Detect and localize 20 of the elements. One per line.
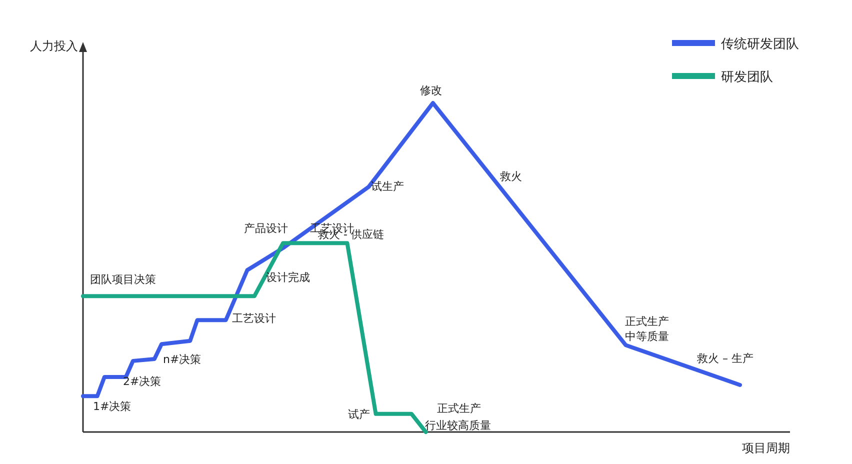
- annotation: 中等质量: [625, 330, 669, 343]
- annotation: 产品设计: [244, 222, 288, 235]
- annotation: 设计完成: [266, 271, 310, 284]
- annotation: 正式生产: [437, 402, 481, 415]
- annotation: 救火 – 生产: [696, 352, 754, 365]
- legend-label: 研发团队: [721, 70, 773, 85]
- annotation: 1#决策: [93, 400, 132, 413]
- y-axis-title: 人力投入: [30, 39, 78, 53]
- annotation: 试产: [348, 408, 370, 421]
- annotation: 试生产: [371, 180, 404, 193]
- annotation: 正式生产: [625, 315, 669, 328]
- annotation: 团队项目决策: [90, 273, 156, 286]
- annotation: n#决策: [163, 353, 202, 366]
- annotation: 救火: [499, 170, 522, 183]
- annotation: 行业较高质量: [425, 419, 491, 432]
- legend-label: 传统研发团队: [721, 37, 799, 52]
- x-axis-title: 项目周期: [742, 441, 790, 455]
- annotation: 2#决策: [123, 375, 162, 388]
- annotation: 工艺设计: [232, 312, 276, 325]
- text: 修改: [420, 84, 442, 97]
